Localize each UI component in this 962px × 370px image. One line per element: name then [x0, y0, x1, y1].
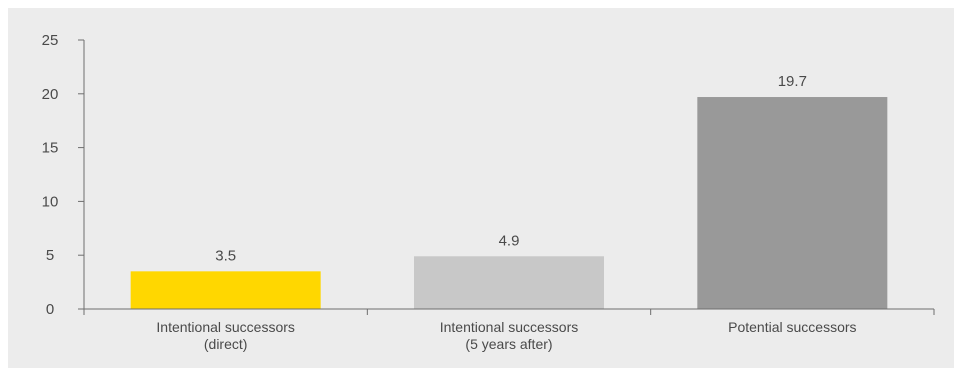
y-tick-label: 10 — [42, 193, 59, 210]
x-category-label-line: (5 years after) — [465, 336, 552, 352]
x-category-label-line: (direct) — [204, 336, 248, 352]
x-category-label: Intentional successors (5 years after) — [440, 319, 579, 352]
bar — [414, 256, 604, 309]
y-tick-label: 25 — [42, 32, 59, 49]
x-category-label: Potential successors — [728, 319, 856, 335]
bars: 3.5 4.9 19.7 — [130, 73, 888, 309]
bar — [130, 271, 321, 309]
y-tick-label: 15 — [42, 140, 59, 157]
x-category-label-line: Intentional successors — [156, 319, 295, 335]
y-tick-label: 5 — [46, 247, 54, 264]
x-category-label-line: Intentional successors — [440, 319, 579, 335]
bar-value-label: 3.5 — [215, 247, 236, 264]
x-axis: Intentional successors (direct)Intentiona… — [83, 308, 935, 352]
y-tick-label: 20 — [42, 86, 59, 103]
x-category-label-line: Potential successors — [728, 319, 856, 335]
y-tick-label: 0 — [46, 301, 54, 318]
bar-value-label: 4.9 — [499, 232, 520, 249]
bar — [697, 97, 888, 309]
x-category-label: Intentional successors (direct) — [156, 319, 295, 352]
bar-value-label: 19.7 — [778, 73, 807, 90]
y-axis: 0 5 10 15 20 25 — [42, 32, 85, 318]
